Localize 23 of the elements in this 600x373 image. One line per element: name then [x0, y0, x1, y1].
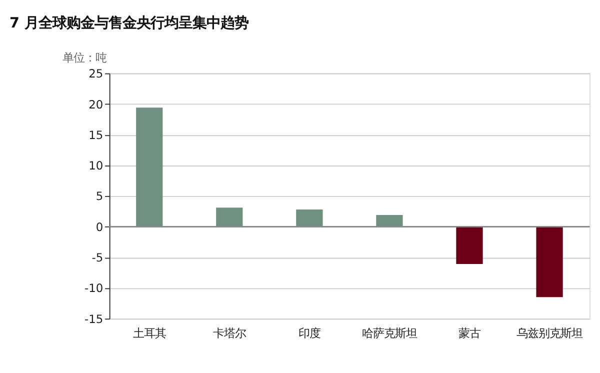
- y-tick-label: -15: [84, 312, 104, 326]
- x-tick-label: 印度: [298, 326, 320, 340]
- y-tick-label: 25: [88, 66, 104, 81]
- bar: [136, 108, 163, 227]
- chart-title: 7 月全球购金与售金央行均呈集中趋势: [10, 16, 248, 32]
- y-tick-label: 10: [88, 158, 104, 173]
- x-tick-label: 乌兹别克斯坦: [516, 326, 583, 340]
- x-tick-label: 土耳其: [132, 326, 166, 340]
- bar: [376, 214, 403, 227]
- x-tick-label: 哈萨克斯坦: [362, 326, 417, 340]
- x-tick-label: 蒙古: [458, 326, 480, 340]
- bar: [456, 226, 483, 264]
- y-tick-label: 20: [88, 97, 104, 112]
- y-tick-label: -10: [84, 281, 104, 296]
- x-tick-label: 卡塔尔: [212, 326, 246, 340]
- y-tick-label: 5: [96, 189, 104, 204]
- bar: [216, 208, 243, 227]
- y-tick-label: -5: [92, 250, 104, 265]
- y-tick-label: 0: [96, 220, 104, 234]
- y-tick-label: 15: [88, 128, 104, 142]
- y-axis-title: 单位：吨: [62, 50, 106, 64]
- bar: [536, 226, 563, 298]
- bar: [296, 209, 323, 227]
